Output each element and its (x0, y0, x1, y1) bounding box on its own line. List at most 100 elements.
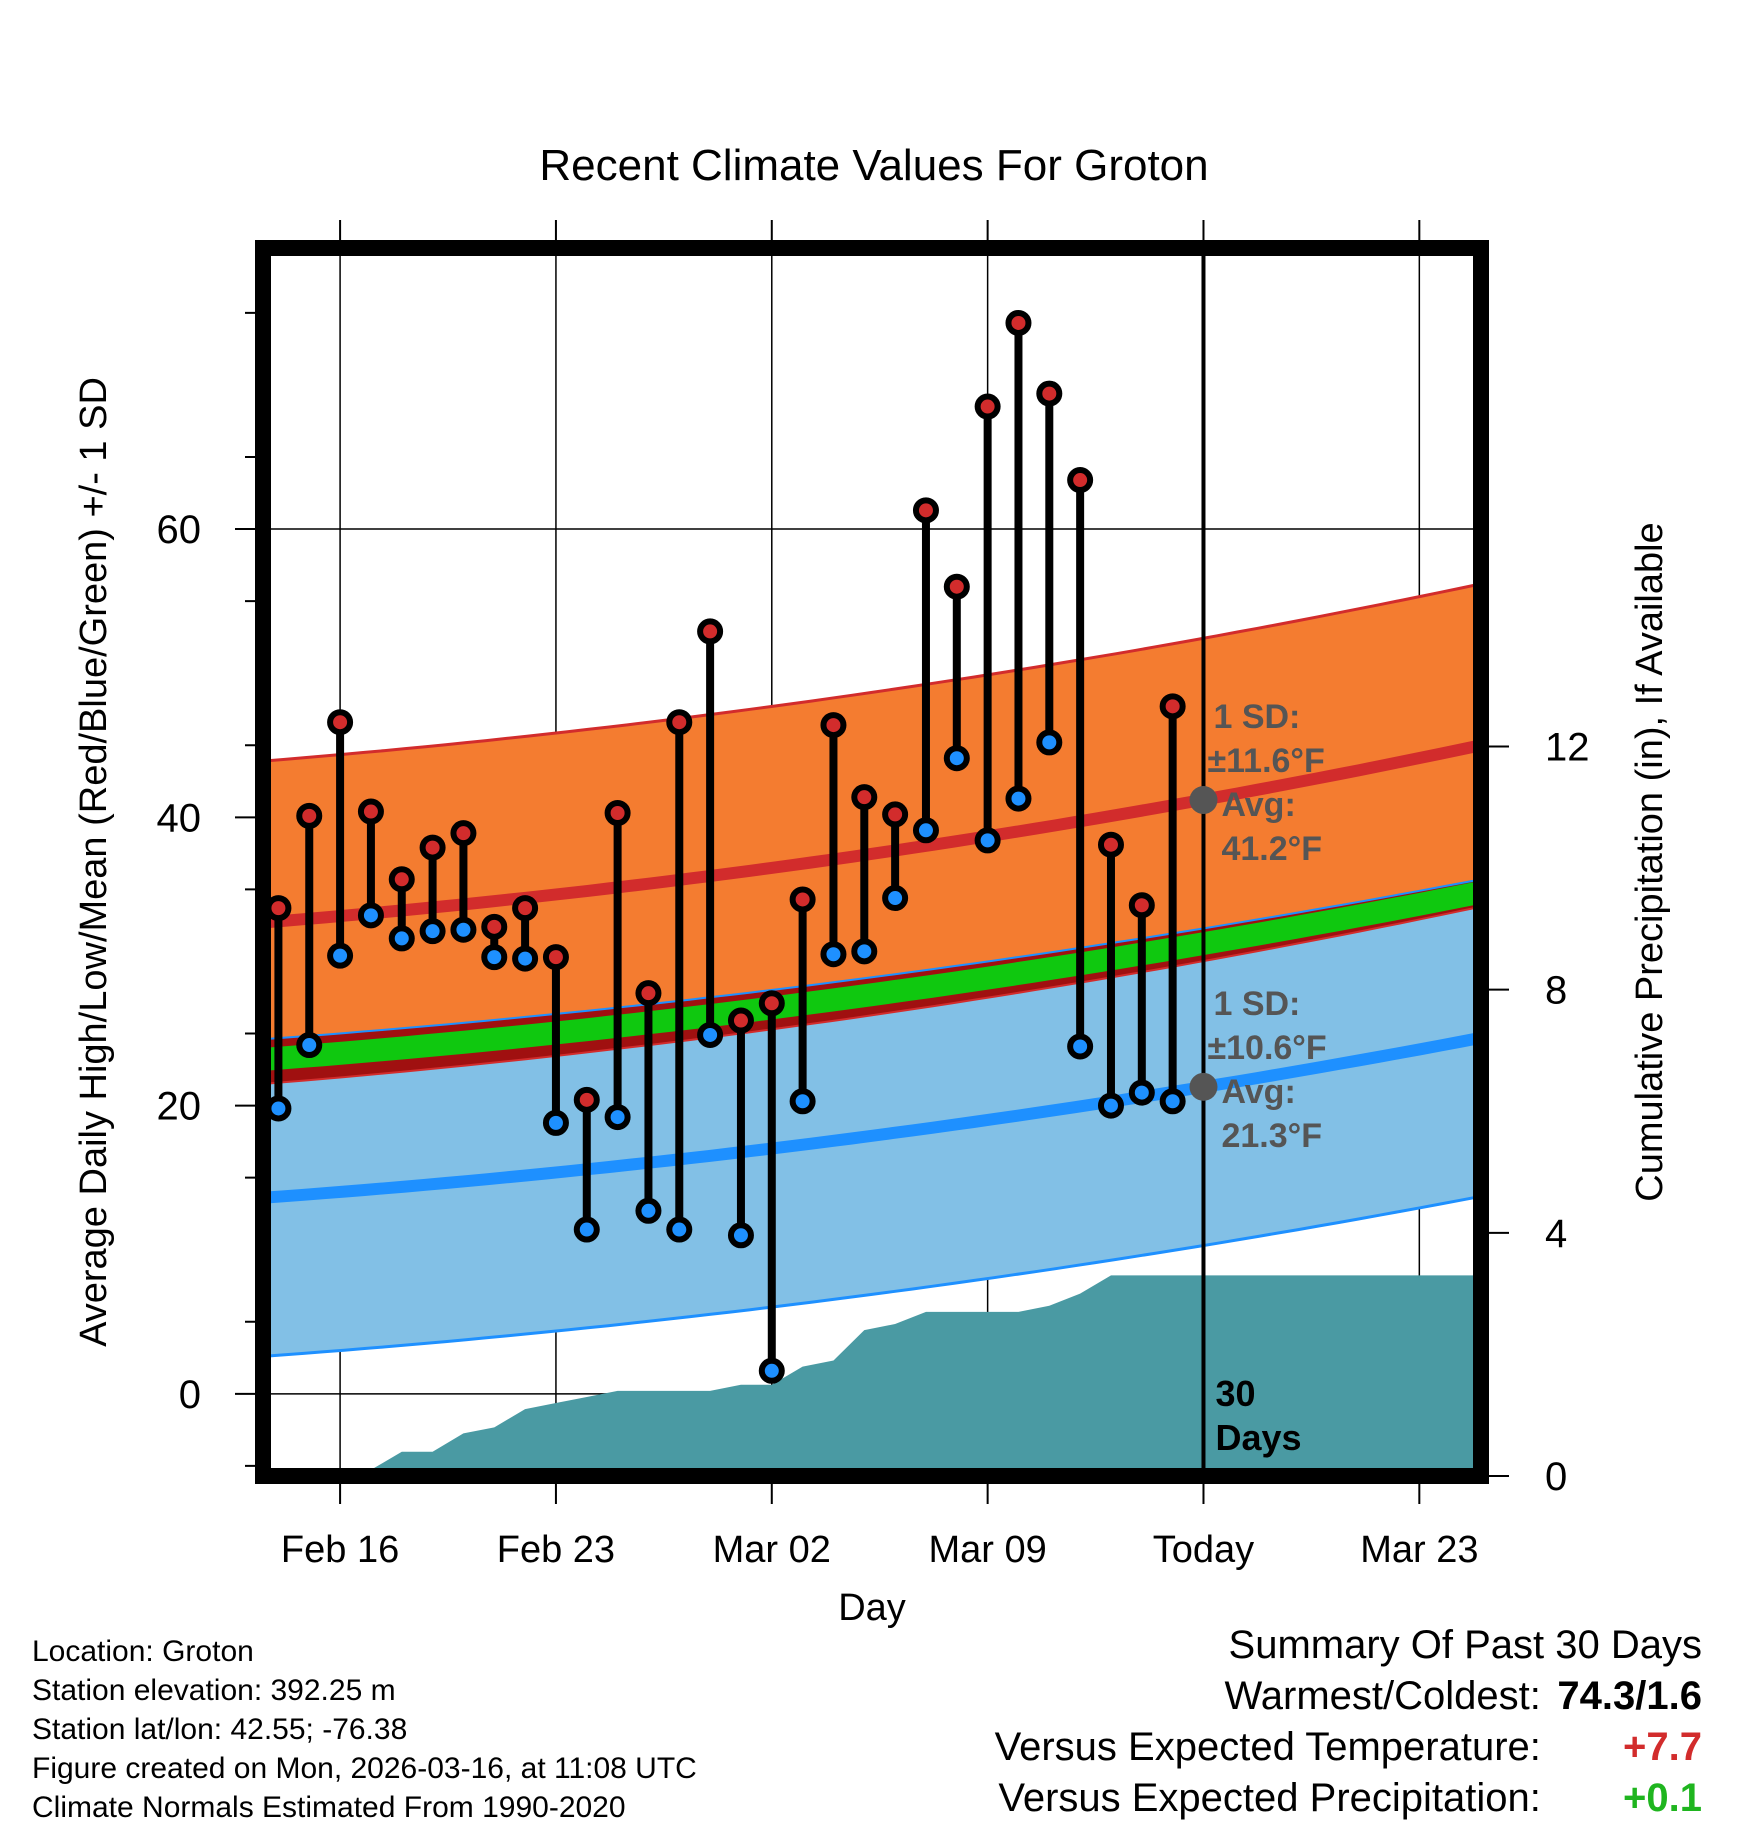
obs-high-dot (327, 709, 354, 736)
summary-temp-label: Versus Expected Temperature: (994, 1725, 1541, 1769)
y-tick-label: 60 (157, 508, 202, 552)
obs-high-dot (1005, 309, 1032, 336)
x-axis-label: Day (838, 1587, 906, 1629)
obs-low-dot (419, 918, 446, 945)
y2-tick-label: 0 (1545, 1455, 1567, 1499)
obs-low-dot (882, 885, 909, 912)
x-tick-label: Feb 23 (497, 1529, 615, 1571)
obs-high-dot (265, 895, 292, 922)
obs-low-dot (1159, 1088, 1186, 1115)
summary-panel: Summary Of Past 30 Days Warmest/Coldest:… (995, 1620, 1702, 1824)
obs-high-dot (481, 913, 508, 940)
obs-low-dot (789, 1088, 816, 1115)
obs-high-dot (727, 1007, 754, 1034)
obs-low-dot (573, 1216, 600, 1243)
y-tick-label: 20 (157, 1085, 202, 1129)
obs-low-dot (758, 1357, 785, 1384)
annotations: 1 SD: ±11.6°F Avg: 41.2°F 1 SD: ±10.6°F Avg: 21… (1189, 698, 1327, 1155)
mean-band (263, 880, 1481, 1071)
info-created: Figure created on Mon, 2026-03-16, at 11… (32, 1752, 697, 1785)
obs-high-dot (542, 944, 569, 971)
obs-low-dot (635, 1197, 662, 1224)
observations (265, 309, 1186, 1384)
annotation_low-text: 21.3°F (1221, 1117, 1322, 1155)
obs-low-dot (666, 1216, 693, 1243)
annotation_low-text: ±10.6°F (1207, 1029, 1326, 1067)
obs-low-dot (943, 745, 970, 772)
summary-precip-label: Versus Expected Precipitation: (998, 1776, 1541, 1820)
y-axis-right-label: Cumulative Precipitation (in), If Availa… (1629, 522, 1671, 1201)
annotation_high-dot (1189, 786, 1218, 815)
obs-low-dot (1036, 729, 1063, 756)
obs-high-dot (943, 573, 970, 600)
obs-high-dot (573, 1086, 600, 1113)
x-tick-label: Today (1153, 1529, 1254, 1571)
annotation_high-text: ±11.6°F (1207, 742, 1324, 780)
summary-title: Summary Of Past 30 Days (1228, 1623, 1702, 1667)
obs-high-dot (512, 895, 539, 922)
precip-area (263, 1275, 1481, 1476)
obs-low-dot (327, 942, 354, 969)
obs-low-dot (388, 925, 415, 952)
obs-high-dot (666, 709, 693, 736)
normal-low-line (263, 1031, 1481, 1204)
obs-low-dot (512, 945, 539, 972)
info-location: Location: Groton (32, 1635, 254, 1668)
summary-precip-value: +0.1 (1623, 1776, 1702, 1820)
obs-high-dot (789, 886, 816, 913)
obs-low-dot (974, 827, 1001, 854)
summary-warmest-row: Warmest/Coldest: 74.3/1.6 (995, 1671, 1703, 1722)
obs-high-dot (1159, 693, 1186, 720)
obs-low-dot (697, 1021, 724, 1048)
obs-high-dot (1128, 892, 1155, 919)
obs-low-dot (727, 1222, 754, 1249)
annotation_high-text: 41.2°F (1221, 830, 1322, 868)
obs-low-dot (1005, 785, 1032, 812)
obs-high-dot (882, 801, 909, 828)
annotation_low-text: 1 SD: (1213, 985, 1300, 1023)
obs-low-dot (542, 1109, 569, 1136)
info-normals: Climate Normals Estimated From 1990-2020 (32, 1791, 626, 1824)
x-tick-label: Mar 23 (1360, 1529, 1478, 1571)
obs-high-dot (820, 712, 847, 739)
right-axis: 0 4 8 12 (1481, 725, 1590, 1499)
x-tick-label: Feb 16 (281, 1529, 399, 1571)
obs-high-dot (851, 784, 878, 811)
obs-low-dot (296, 1032, 323, 1059)
y2-tick-label: 4 (1545, 1212, 1567, 1256)
precip-layer (263, 1275, 1481, 1476)
obs-low-dot (481, 944, 508, 971)
obs-high-dot (357, 798, 384, 825)
summary-temp-row: Versus Expected Temperature: +7.7 (995, 1722, 1702, 1773)
left-axis: 0 20 40 60 (157, 311, 263, 1467)
summary-temp-value: +7.7 (1623, 1725, 1702, 1769)
obs-low-dot (1067, 1033, 1094, 1060)
high-lower-line (263, 905, 1481, 1085)
station-info: Location: Groton Station elevation: 392.… (32, 1632, 697, 1827)
obs-high-dot (388, 866, 415, 893)
y-tick-label: 40 (157, 796, 202, 840)
annotation_low-text: Avg: (1221, 1073, 1295, 1111)
plot-frame (255, 240, 1489, 1484)
obs-low-dot (357, 902, 384, 929)
y-axis-left-label: Average Daily High/Low/Mean (Red/Blue/Gr… (73, 377, 115, 1347)
summary-precip-row: Versus Expected Precipitation: +0.1 (995, 1773, 1702, 1824)
today-label-line: Days (1215, 1417, 1301, 1458)
obs-low-dot (912, 817, 939, 844)
obs-low-dot (265, 1095, 292, 1122)
obs-low-dot (1097, 1092, 1124, 1119)
obs-high-dot (697, 618, 724, 645)
annotation_high-text: Avg: (1221, 786, 1295, 824)
obs-high-dot (296, 802, 323, 829)
chart-title: Recent Climate Values For Groton (539, 141, 1208, 190)
x-tick-label: Mar 09 (928, 1529, 1046, 1571)
obs-low-dot (450, 916, 477, 943)
summary-warmest-value: 74.3/1.6 (1557, 1674, 1702, 1718)
low-upper-line (263, 878, 1481, 1041)
y-tick-label: 0 (179, 1373, 201, 1417)
x-tick-label: Mar 02 (713, 1529, 831, 1571)
obs-high-dot (1036, 380, 1063, 407)
y2-tick-label: 12 (1545, 725, 1590, 769)
today-label-line: 30 (1215, 1373, 1255, 1414)
